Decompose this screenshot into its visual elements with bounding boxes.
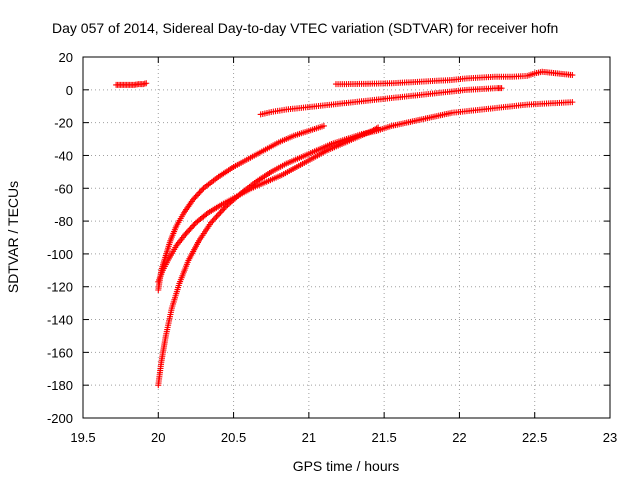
data-point bbox=[214, 212, 221, 219]
x-tick-label: 22.5 bbox=[522, 430, 547, 445]
y-tick-label: -140 bbox=[47, 313, 73, 328]
data-point bbox=[569, 99, 576, 106]
data-point bbox=[189, 196, 196, 203]
marks-layer bbox=[113, 68, 576, 389]
y-tick-label: -200 bbox=[47, 411, 73, 426]
x-tick-label: 21 bbox=[302, 430, 316, 445]
y-tick-label: -60 bbox=[54, 181, 73, 196]
data-point bbox=[197, 188, 204, 195]
series-arc-2 bbox=[155, 122, 327, 294]
data-point bbox=[183, 229, 190, 236]
x-tick-label: 19.5 bbox=[70, 430, 95, 445]
data-point bbox=[190, 222, 197, 229]
grid-layer bbox=[83, 57, 610, 418]
series-arc-5 bbox=[257, 85, 505, 118]
y-axis-label: SDTVAR / TECUs bbox=[5, 181, 21, 293]
y-tick-label: -120 bbox=[47, 280, 73, 295]
y-tick-label: -40 bbox=[54, 148, 73, 163]
data-point bbox=[188, 224, 195, 231]
data-point bbox=[196, 189, 203, 196]
y-tick-label: 0 bbox=[66, 83, 73, 98]
series-arc-4 bbox=[155, 99, 576, 389]
data-point bbox=[569, 72, 576, 79]
data-point bbox=[213, 213, 220, 220]
x-tick-label: 23 bbox=[603, 430, 617, 445]
x-tick-label: 22 bbox=[452, 430, 466, 445]
plot-frame bbox=[82, 56, 611, 419]
data-point bbox=[187, 225, 194, 232]
y-tick-label: -80 bbox=[54, 214, 73, 229]
data-point bbox=[217, 209, 224, 216]
x-axis-label: GPS time / hours bbox=[293, 458, 400, 474]
y-tick-label: -20 bbox=[54, 116, 73, 131]
data-point bbox=[192, 193, 199, 200]
data-point bbox=[185, 228, 192, 235]
data-point bbox=[320, 122, 327, 129]
y-tick-label: 20 bbox=[59, 50, 73, 65]
x-tick-label: 21.5 bbox=[371, 430, 396, 445]
data-point bbox=[212, 215, 219, 222]
tick-layer: 19.5 20 20.5 21 21.5 22 22.5 23 20 0 -20 -40 -60 -80 -… bbox=[47, 50, 617, 445]
data-point bbox=[143, 80, 150, 87]
y-tick-label: -100 bbox=[47, 247, 73, 262]
data-point bbox=[182, 231, 189, 238]
x-tick-label: 20 bbox=[151, 430, 165, 445]
series-arc-6 bbox=[332, 68, 576, 88]
data-point bbox=[193, 192, 200, 199]
data-point bbox=[199, 186, 206, 193]
x-tick-label: 20.5 bbox=[221, 430, 246, 445]
data-point bbox=[191, 195, 198, 202]
y-tick-label: -180 bbox=[47, 378, 73, 393]
data-point bbox=[195, 191, 202, 198]
data-point bbox=[210, 216, 217, 223]
data-point bbox=[498, 85, 505, 92]
data-point bbox=[186, 226, 193, 233]
data-point bbox=[216, 210, 223, 217]
chart-title: Day 057 of 2014, Sidereal Day-to-day VTE… bbox=[52, 20, 558, 36]
data-point bbox=[191, 221, 198, 228]
y-tick-label: -160 bbox=[47, 345, 73, 360]
series-arc-1 bbox=[113, 80, 150, 88]
